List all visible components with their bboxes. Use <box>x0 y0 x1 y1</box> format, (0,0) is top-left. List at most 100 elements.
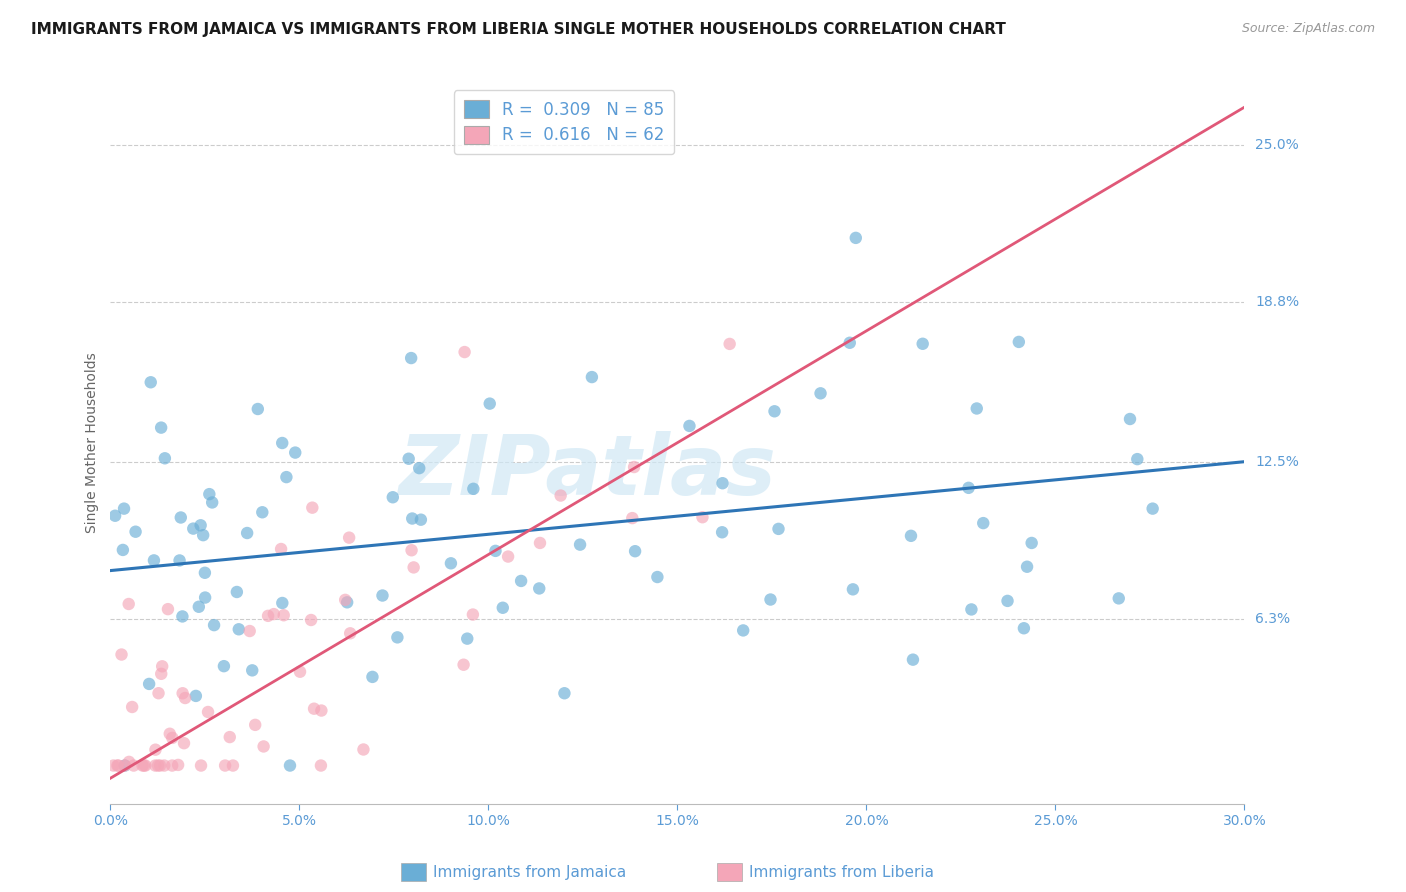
Point <box>288 665 311 679</box>
Point <box>202 618 225 632</box>
Point <box>1008 334 1031 349</box>
Point <box>810 386 832 401</box>
Point <box>461 607 484 622</box>
Point <box>510 574 533 588</box>
Point <box>960 602 983 616</box>
Point <box>105 758 128 772</box>
Point <box>550 489 572 503</box>
Point <box>901 653 924 667</box>
Point <box>271 436 294 450</box>
Point <box>145 742 167 756</box>
Point <box>336 595 359 609</box>
Point <box>401 543 423 558</box>
Point <box>246 402 269 417</box>
Point <box>335 592 357 607</box>
Point <box>453 345 475 359</box>
Point <box>172 609 194 624</box>
Point <box>218 730 240 744</box>
Point <box>194 591 217 605</box>
Point <box>276 470 298 484</box>
Point <box>553 686 575 700</box>
Point <box>212 659 235 673</box>
Point <box>301 500 323 515</box>
Point <box>150 659 173 673</box>
Point <box>169 553 191 567</box>
Point <box>170 510 193 524</box>
Point <box>239 624 262 638</box>
Point <box>972 516 994 530</box>
Point <box>134 758 156 772</box>
Text: Immigrants from Jamaica: Immigrants from Jamaica <box>433 865 626 880</box>
Point <box>1126 452 1149 467</box>
Point <box>138 677 160 691</box>
Point <box>118 755 141 769</box>
Point <box>402 560 425 574</box>
Point <box>337 531 360 545</box>
Point <box>409 513 432 527</box>
Point <box>1021 536 1043 550</box>
Text: IMMIGRANTS FROM JAMAICA VS IMMIGRANTS FROM LIBERIA SINGLE MOTHER HOUSEHOLDS CORR: IMMIGRANTS FROM JAMAICA VS IMMIGRANTS FR… <box>31 22 1005 37</box>
Point <box>401 511 423 525</box>
Point <box>160 758 183 772</box>
Text: 6.3%: 6.3% <box>1256 612 1291 625</box>
Point <box>156 602 179 616</box>
Point <box>148 686 170 700</box>
Point <box>201 495 224 509</box>
Point <box>284 445 307 459</box>
Point <box>112 501 135 516</box>
Point <box>569 538 592 552</box>
Point <box>966 401 988 416</box>
Point <box>146 758 169 772</box>
Point <box>381 490 404 504</box>
Point <box>257 608 280 623</box>
Point <box>184 689 207 703</box>
Point <box>110 648 132 662</box>
Point <box>302 702 325 716</box>
Point <box>1012 621 1035 635</box>
Point <box>190 518 212 533</box>
Point <box>150 666 173 681</box>
Text: ZIPatlas: ZIPatlas <box>398 431 776 512</box>
Point <box>142 553 165 567</box>
Point <box>271 596 294 610</box>
Point <box>529 582 551 596</box>
Point <box>838 335 860 350</box>
Point <box>111 543 134 558</box>
Point <box>711 476 734 491</box>
Point <box>759 592 782 607</box>
Point <box>121 700 143 714</box>
Point <box>181 522 204 536</box>
Point <box>581 370 603 384</box>
Y-axis label: Single Mother Households: Single Mother Households <box>86 352 100 533</box>
Point <box>103 758 125 772</box>
Point <box>162 731 184 745</box>
Point <box>1142 501 1164 516</box>
Point <box>361 670 384 684</box>
Point <box>678 418 700 433</box>
Point <box>957 481 980 495</box>
Point <box>997 594 1019 608</box>
Point <box>240 664 263 678</box>
Point <box>352 742 374 756</box>
Point <box>174 691 197 706</box>
Point <box>114 758 136 772</box>
Point <box>153 758 176 772</box>
Point <box>440 557 463 571</box>
Point <box>194 566 217 580</box>
Text: 18.8%: 18.8% <box>1256 295 1299 310</box>
Point <box>187 599 209 614</box>
Point <box>463 482 485 496</box>
Point <box>624 544 647 558</box>
Point <box>768 522 790 536</box>
Point <box>190 758 212 772</box>
Point <box>191 528 214 542</box>
Point <box>270 541 292 556</box>
Point <box>492 600 515 615</box>
Point <box>408 461 430 475</box>
Point <box>647 570 669 584</box>
Point <box>299 613 322 627</box>
Point <box>150 420 173 434</box>
Point <box>311 704 333 718</box>
Point <box>245 718 267 732</box>
Point <box>118 597 141 611</box>
